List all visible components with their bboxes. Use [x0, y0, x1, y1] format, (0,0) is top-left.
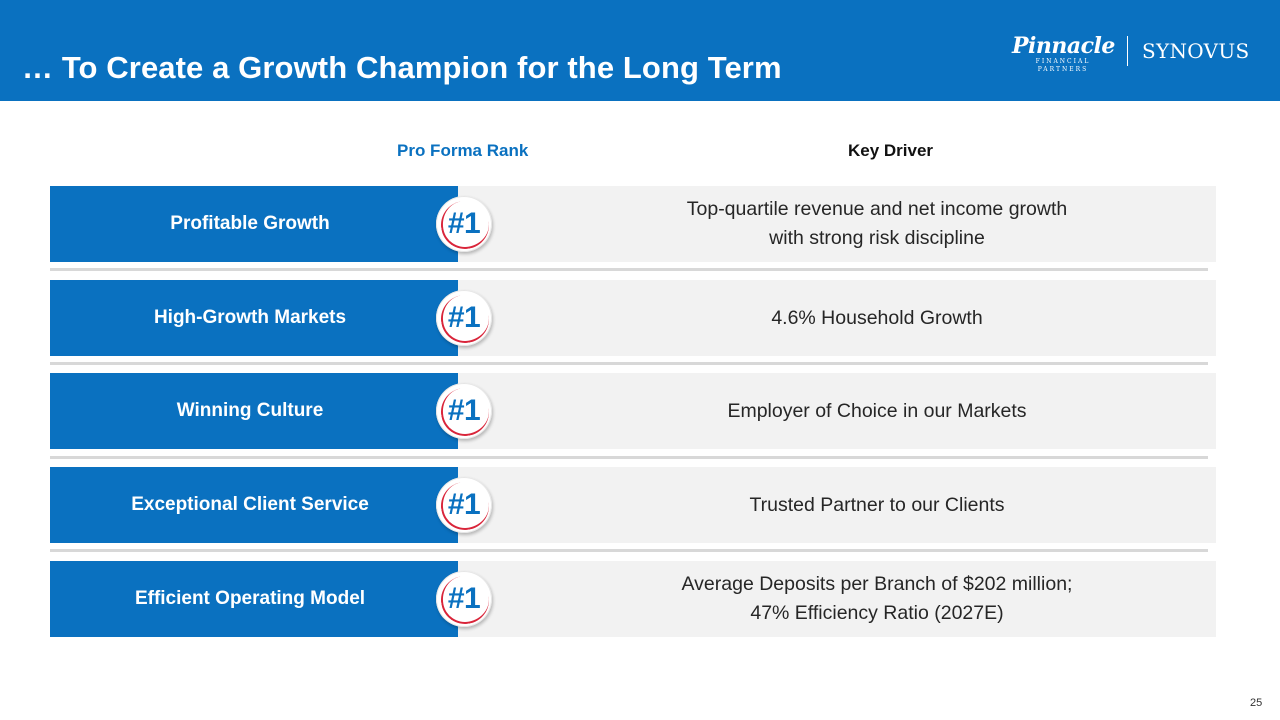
rank-badge: #1 — [436, 477, 492, 533]
category-cell: Winning Culture — [50, 373, 458, 449]
rank-value: #1 — [447, 582, 481, 615]
category-label: Efficient Operating Model — [134, 588, 366, 609]
rank-value: #1 — [447, 394, 481, 427]
driver-cell: Top-quartile revenue and net income grow… — [458, 186, 1216, 262]
row-divider — [50, 362, 1208, 365]
column-header-driver: Key Driver — [848, 141, 934, 160]
table-row: High-Growth Markets 4.6% Household Growt… — [50, 280, 1216, 356]
driver-cell: Trusted Partner to our Clients — [458, 467, 1216, 543]
rank-value: #1 — [447, 488, 481, 521]
synovus-logo: SYNOVUS — [1142, 39, 1250, 63]
row-divider — [50, 268, 1208, 271]
rank-badge: #1 — [436, 196, 492, 252]
page-title: … To Create a Growth Champion for the Lo… — [22, 50, 782, 85]
pinnacle-logo-subtitle: FINANCIAL PARTNERS — [1035, 58, 1091, 73]
table-row: Profitable Growth Top-quartile revenue a… — [50, 186, 1216, 262]
table-row: Winning Culture Employer of Choice in ou… — [50, 373, 1216, 449]
driver-cell: Employer of Choice in our Markets — [458, 373, 1216, 449]
table-row: Exceptional Client Service Trusted Partn… — [50, 467, 1216, 543]
pinnacle-logo-name: Pinnacle — [1012, 33, 1115, 59]
rank-badge: #1 — [436, 290, 492, 346]
header-bar: … To Create a Growth Champion for the Lo… — [0, 0, 1280, 101]
table-row: Efficient Operating Model Average Deposi… — [50, 561, 1216, 637]
driver-text: 4.6% Household Growth — [771, 306, 983, 329]
rank-value: #1 — [447, 207, 481, 240]
category-label: Exceptional Client Service — [131, 494, 369, 515]
rank-badge: #1 — [436, 383, 492, 439]
row-divider — [50, 549, 1208, 552]
category-cell: Profitable Growth — [50, 186, 458, 262]
category-label: High-Growth Markets — [153, 307, 347, 328]
driver-text: Trusted Partner to our Clients — [749, 493, 1005, 516]
driver-cell: Average Deposits per Branch of $202 mill… — [458, 561, 1216, 637]
row-divider — [50, 456, 1208, 459]
driver-cell: 4.6% Household Growth — [458, 280, 1216, 356]
driver-text: Average Deposits per Branch of $202 mill… — [681, 573, 1073, 624]
logo-divider — [1127, 36, 1128, 66]
driver-text: Employer of Choice in our Markets — [727, 399, 1027, 422]
driver-text: Top-quartile revenue and net income grow… — [686, 198, 1068, 249]
category-label: Profitable Growth — [170, 213, 330, 234]
page-number: 25 — [1250, 697, 1263, 709]
pinnacle-logo: Pinnacle FINANCIAL PARTNERS — [1012, 33, 1115, 73]
category-label: Winning Culture — [176, 400, 324, 421]
category-cell: High-Growth Markets — [50, 280, 458, 356]
column-header-rank: Pro Forma Rank — [397, 141, 529, 160]
category-cell: Efficient Operating Model — [50, 561, 458, 637]
category-cell: Exceptional Client Service — [50, 467, 458, 543]
rank-badge: #1 — [436, 571, 492, 627]
rank-value: #1 — [447, 301, 481, 334]
